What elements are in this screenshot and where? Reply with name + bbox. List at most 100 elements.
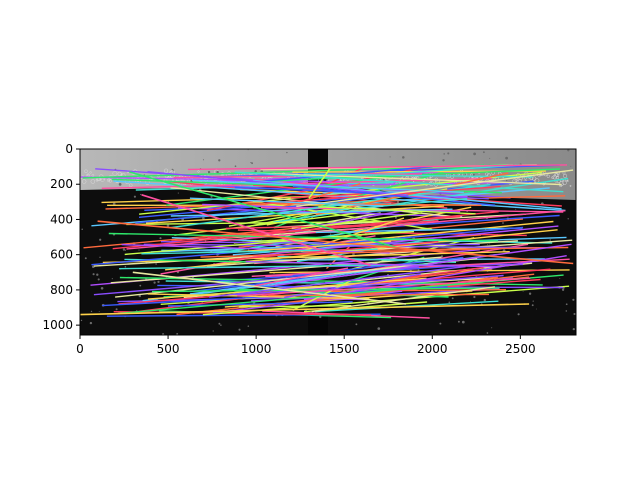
speckle-dot (202, 216, 205, 220)
speckle-dot (506, 179, 508, 182)
speckle-dot (99, 238, 102, 241)
match-line (126, 210, 566, 250)
speckle-dot (220, 324, 222, 326)
speckle-dot (247, 325, 250, 327)
y-tick-label: 200 (50, 177, 73, 191)
speckle-dot (122, 248, 126, 251)
speckle-dot (238, 328, 241, 331)
y-tick-label: 800 (50, 283, 73, 297)
match-line (303, 255, 567, 301)
speckle-dot (502, 222, 504, 224)
match-line (147, 277, 427, 300)
match-line (256, 172, 562, 186)
speckle-dot (447, 152, 450, 155)
speckle-dot (112, 171, 118, 176)
speckle-dot (563, 173, 568, 179)
match-line (296, 169, 574, 207)
speckle-dot (80, 319, 83, 322)
speckle-dot (562, 180, 567, 185)
speckle-dot (90, 310, 93, 313)
speckle-dot (84, 169, 88, 174)
match-line (315, 227, 523, 234)
speckle-dot (99, 256, 101, 258)
speckle-dot (210, 195, 213, 198)
match-line (200, 248, 489, 258)
match-line (160, 241, 480, 246)
speckle-dot (106, 178, 111, 182)
match-line (121, 243, 390, 254)
speckle-dot (89, 171, 92, 174)
speckle-dot (483, 298, 486, 302)
speckle-dot (528, 292, 532, 295)
speckle-dot (100, 178, 102, 181)
x-tick-label: 0 (76, 342, 84, 356)
speckle-dot (138, 294, 142, 298)
speckle-dot (251, 162, 253, 165)
speckle-dot (86, 173, 90, 177)
x-axis: 0 500 1000 1500 2000 2500 (76, 335, 536, 356)
speckle-dot (572, 327, 575, 331)
speckle-dot (155, 263, 157, 265)
match-line (318, 206, 476, 215)
speckle-dot (439, 322, 442, 325)
plot-area (80, 149, 576, 335)
speckle-dot (549, 239, 551, 241)
speckle-dot (91, 174, 95, 177)
speckle-dot (98, 310, 100, 312)
speckle-dot (532, 300, 534, 302)
speckle-dot (570, 165, 572, 167)
speckle-dot (319, 315, 322, 319)
speckle-dot (565, 310, 568, 312)
speckle-dot (218, 322, 221, 325)
match-line (117, 274, 564, 315)
match-line (229, 240, 439, 261)
speckle-dot (536, 308, 538, 310)
speckle-dot (197, 170, 200, 173)
match-line (129, 171, 398, 249)
match-line (167, 301, 353, 307)
speckle-dot (167, 200, 169, 203)
match-line (232, 165, 433, 185)
speckle-dot (567, 149, 570, 152)
speckle-dot (491, 327, 493, 329)
match-line (124, 228, 432, 256)
speckle-dot (377, 327, 381, 330)
match-line (145, 205, 445, 224)
speckle-dot (489, 157, 491, 159)
speckle-dot (442, 159, 445, 162)
speckle-dot (82, 179, 87, 184)
speckle-dot (443, 153, 445, 155)
match-line (108, 232, 499, 242)
speckle-dot (117, 171, 122, 176)
speckle-dot (212, 330, 214, 332)
speckle-dot (176, 333, 179, 335)
speckle-dot (559, 278, 561, 279)
speckle-dot (531, 304, 534, 307)
match-line (147, 293, 370, 300)
speckle-dot (565, 303, 568, 306)
speckle-dot (111, 278, 113, 280)
speckle-dot (159, 237, 162, 240)
match-line (143, 243, 549, 249)
match-line (112, 211, 499, 250)
match-line (209, 265, 466, 298)
speckle-dot (128, 183, 133, 188)
match-line (253, 267, 349, 287)
speckle-dot (100, 287, 104, 290)
speckle-dot (216, 170, 219, 174)
match-line (283, 273, 421, 299)
match-line (237, 240, 392, 253)
speckle-dot (473, 295, 476, 299)
speckle-dot (318, 197, 320, 199)
match-line (292, 185, 496, 206)
speckle-dot (461, 320, 465, 324)
speckle-dot (89, 321, 93, 325)
match-line (216, 217, 447, 254)
speckle-dot (84, 257, 87, 260)
speckle-dot (157, 280, 160, 284)
speckle-dot (96, 273, 99, 276)
x-tick-label: 1500 (329, 342, 360, 356)
speckle-dot (569, 185, 572, 187)
x-tick-label: 1000 (241, 342, 272, 356)
